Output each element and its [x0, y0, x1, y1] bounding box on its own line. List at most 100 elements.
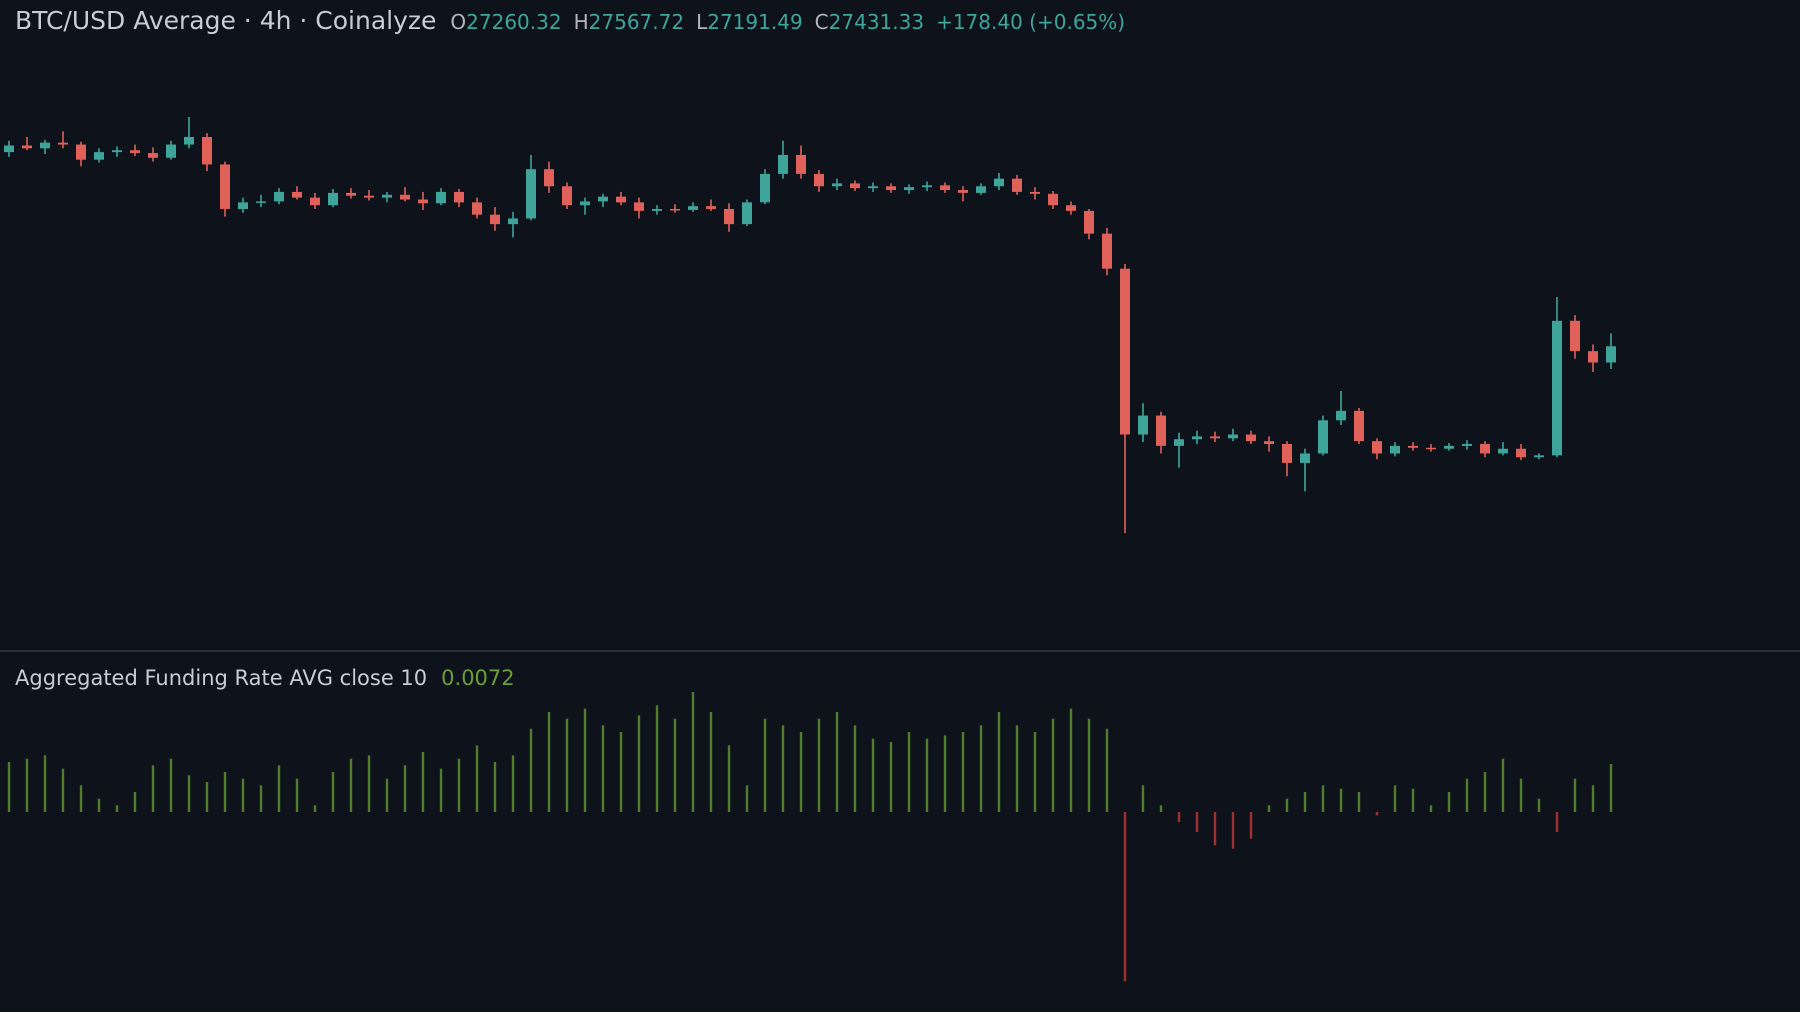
candle-body — [454, 191, 464, 203]
candle-body — [1030, 191, 1040, 194]
funding-bar — [493, 762, 497, 812]
funding-bar — [691, 692, 695, 812]
funding-bars — [7, 692, 1613, 982]
indicator-value: 0.0072 — [441, 666, 515, 690]
funding-bar — [169, 758, 173, 812]
funding-bar — [439, 768, 443, 812]
candle-body — [1282, 444, 1292, 463]
funding-bar — [1573, 778, 1577, 812]
candle-body — [1462, 444, 1472, 446]
candle-body — [1426, 447, 1436, 450]
candle-body — [94, 152, 104, 160]
candle-body — [1552, 320, 1562, 456]
funding-bar — [115, 805, 119, 812]
funding-bar — [7, 762, 11, 812]
funding-bar — [601, 725, 605, 812]
funding-bar — [1195, 812, 1199, 832]
funding-bar — [1393, 785, 1397, 812]
candle-body — [544, 169, 554, 187]
funding-bar — [979, 725, 983, 812]
funding-bar — [835, 712, 839, 812]
candle-body — [58, 142, 68, 145]
funding-bar — [1357, 792, 1361, 812]
funding-bar — [1285, 798, 1289, 812]
candle-body — [1444, 445, 1454, 449]
candle-body — [706, 206, 716, 209]
funding-bar — [961, 732, 965, 812]
funding-bar — [1249, 812, 1253, 839]
candle-body — [112, 150, 122, 153]
candle-body — [436, 191, 446, 204]
funding-bar — [1267, 805, 1271, 812]
candle-body — [1570, 320, 1580, 352]
candle-body — [256, 201, 266, 203]
candle-body — [724, 208, 734, 225]
candle-body — [508, 218, 518, 225]
funding-bar — [133, 792, 137, 812]
funding-header: Aggregated Funding Rate AVG close 10 0.0… — [15, 666, 515, 690]
ohlc-label: H — [573, 10, 589, 34]
funding-bar — [205, 782, 209, 812]
candle-body — [220, 164, 230, 209]
candle-body — [976, 186, 986, 193]
candle-body — [958, 190, 968, 193]
candle-body — [130, 150, 140, 154]
funding-bar — [529, 728, 533, 812]
candle-body — [364, 195, 374, 198]
funding-bar — [637, 715, 641, 812]
funding-bar — [457, 758, 461, 812]
funding-bar — [313, 805, 317, 812]
candles — [4, 116, 1616, 534]
funding-bar — [1465, 778, 1469, 812]
funding-bar — [61, 768, 65, 812]
funding-bar — [1033, 732, 1037, 812]
funding-bar — [583, 708, 587, 812]
candle-body — [1066, 205, 1076, 211]
funding-bar — [1339, 788, 1343, 812]
candle-body — [832, 183, 842, 187]
candle-body — [238, 202, 248, 209]
funding-bar — [1429, 805, 1433, 812]
funding-bar — [1537, 798, 1541, 812]
change-label: +178.40 (+0.65%) — [936, 10, 1126, 34]
candle-body — [4, 145, 14, 153]
candle-body — [1228, 434, 1238, 439]
ohlc-value: 27260.32 — [466, 10, 562, 34]
candle-body — [580, 201, 590, 206]
candle-body — [778, 154, 788, 174]
funding-bar — [763, 718, 767, 812]
candle-body — [940, 185, 950, 191]
candle-body — [526, 169, 536, 219]
candle-body — [652, 208, 662, 211]
funding-bar — [1069, 708, 1073, 812]
funding-bar — [1447, 792, 1451, 812]
candle-body — [922, 185, 932, 188]
funding-bar — [943, 735, 947, 812]
funding-bar — [889, 742, 893, 812]
candle-body — [670, 208, 680, 211]
funding-bar — [781, 725, 785, 812]
candle-body — [1174, 439, 1184, 446]
funding-bar — [475, 745, 479, 812]
candle-body — [166, 144, 176, 158]
candle-body — [688, 206, 698, 210]
funding-bar — [1213, 812, 1217, 846]
funding-bar — [295, 778, 299, 812]
funding-bar — [1177, 812, 1181, 822]
candle-body — [1390, 445, 1400, 454]
funding-bar — [1123, 812, 1127, 982]
funding-bar — [1591, 785, 1595, 812]
funding-bar — [565, 718, 569, 812]
candle-body — [346, 192, 356, 196]
funding-bar — [745, 785, 749, 812]
ohlc-label: O — [450, 10, 467, 34]
funding-bar — [241, 778, 245, 812]
candle-body — [886, 186, 896, 191]
funding-bar — [619, 732, 623, 812]
candle-body — [1102, 233, 1112, 269]
candle-body — [814, 173, 824, 187]
candle-body — [796, 154, 806, 174]
candle-body — [1246, 434, 1256, 442]
funding-bar — [799, 732, 803, 812]
candle-body — [400, 194, 410, 200]
